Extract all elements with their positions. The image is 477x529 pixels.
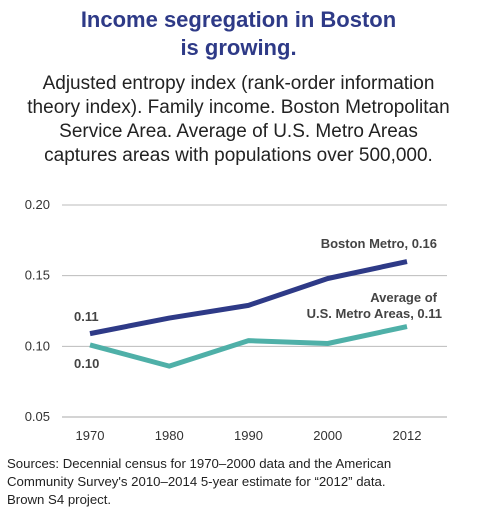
subtitle-line: Service Area. Average of U.S. Metro Area… bbox=[0, 120, 477, 144]
subtitle-line: captures areas with populations over 500… bbox=[0, 144, 477, 168]
average-start-label: 0.10 bbox=[74, 356, 99, 371]
x-tick-label: 1980 bbox=[155, 428, 184, 443]
source-line: Sources: Decennial census for 1970–2000 … bbox=[7, 455, 472, 473]
boston-end-label: Boston Metro, 0.16 bbox=[321, 236, 437, 251]
subtitle-line: theory index). Family income. Boston Met… bbox=[0, 96, 477, 120]
average-end-label: Average of bbox=[370, 290, 437, 305]
subtitle-line: Adjusted entropy index (rank-order infor… bbox=[0, 72, 477, 96]
y-tick-label: 0.20 bbox=[25, 197, 50, 212]
chart-subtitle: Adjusted entropy index (rank-order infor… bbox=[0, 72, 477, 168]
x-tick-label: 1970 bbox=[76, 428, 105, 443]
source-line: Brown S4 project. bbox=[7, 491, 472, 509]
x-tick-label: 2000 bbox=[313, 428, 342, 443]
boston-start-label: 0.11 bbox=[74, 309, 99, 324]
title-line-1: Income segregation in Boston bbox=[0, 6, 477, 34]
x-tick-label: 2012 bbox=[393, 428, 422, 443]
chart-title: Income segregation in Boston is growing. bbox=[0, 6, 477, 62]
x-tick-label: 1990 bbox=[234, 428, 263, 443]
average-end-label: U.S. Metro Areas, 0.11 bbox=[307, 306, 442, 321]
y-tick-label: 0.10 bbox=[25, 338, 50, 353]
series-line-boston bbox=[90, 262, 407, 334]
title-line-2: is growing. bbox=[0, 34, 477, 62]
line-chart: 0.20 0.15 0.10 0.05 1970 1980 1990 2000 2012 Bost… bbox=[0, 190, 477, 450]
y-tick-label: 0.15 bbox=[25, 268, 50, 283]
source-line: Community Survey's 2010–2014 5-year esti… bbox=[7, 473, 472, 491]
source-note: Sources: Decennial census for 1970–2000 … bbox=[7, 455, 472, 509]
y-tick-label: 0.05 bbox=[25, 409, 50, 424]
